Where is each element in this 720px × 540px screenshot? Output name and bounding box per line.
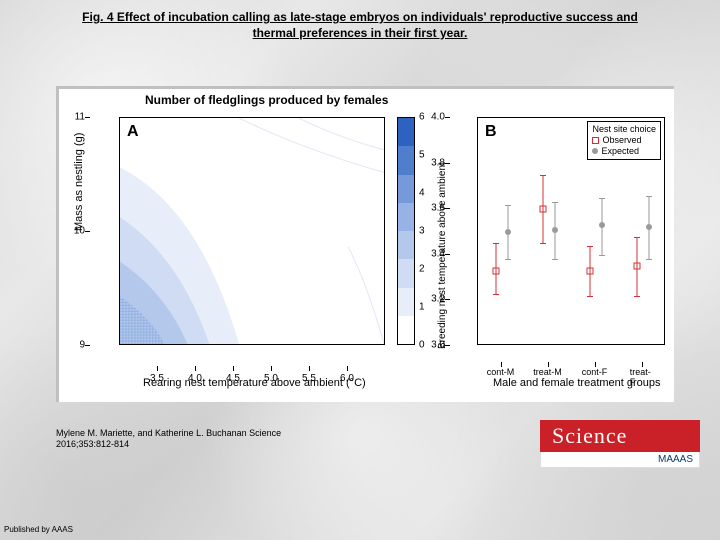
panel-b-xlabel: Male and female treatment groups [493, 377, 661, 389]
panel-a-xlabel: Rearing nest temperature above ambient (… [143, 377, 366, 389]
panel-b: B Nest site choice Observed Expected 3.0… [477, 117, 665, 345]
panel-b-label: B [485, 123, 497, 141]
panel-a-title: Number of fledglings produced by females [145, 93, 388, 107]
circle-icon [592, 148, 598, 154]
journal-logo: Science MAAAS [540, 420, 700, 468]
colorbar [397, 117, 415, 345]
legend-expected: Expected [601, 146, 639, 156]
figure-container: Number of fledglings produced by females… [56, 86, 674, 402]
panel-b-legend: Nest site choice Observed Expected [587, 121, 661, 160]
panel-a-label: A [127, 123, 139, 141]
aaas-logo: MAAAS [540, 452, 700, 468]
legend-title: Nest site choice [592, 124, 656, 134]
science-logo: Science [540, 420, 700, 452]
square-icon [592, 137, 599, 144]
figure-title: Fig. 4 Effect of incubation calling as l… [0, 10, 720, 41]
citation: Mylene M. Mariette, and Katherine L. Buc… [56, 428, 281, 450]
published-by: Published by AAAS [4, 525, 73, 534]
panel-a-ylabel: Mass as nestling (g) [73, 133, 85, 231]
legend-observed: Observed [602, 135, 641, 145]
panel-a-plot [119, 117, 385, 345]
panel-a: A 91011 3.54.04.55.05.56.0 [119, 117, 385, 345]
